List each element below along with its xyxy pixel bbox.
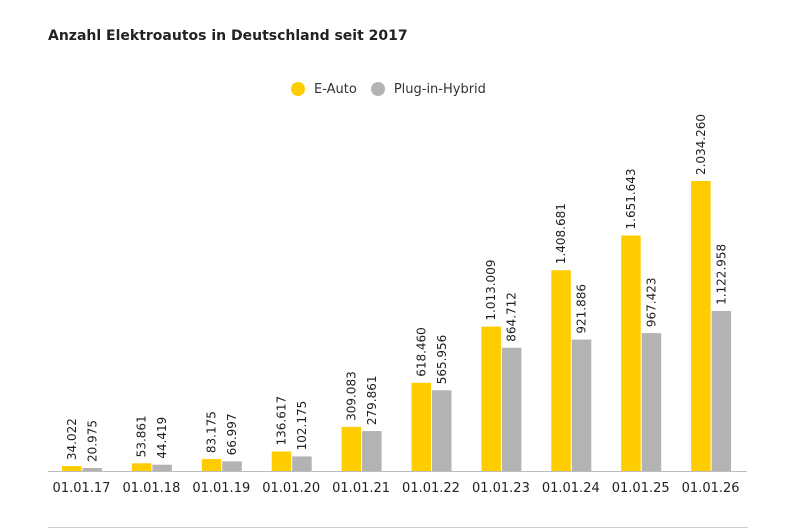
x-tick-label: 01.01.26 (682, 481, 740, 496)
data-label-e-auto: 34.022 (65, 418, 79, 460)
bar-plug-in-hybrid (222, 461, 242, 471)
bar-plug-in-hybrid (432, 390, 452, 471)
data-label-e-auto: 309.083 (344, 371, 358, 421)
bar-plug-in-hybrid (711, 310, 732, 471)
legend-item-plug-in-hybrid: Plug-in-Hybrid (370, 81, 486, 97)
x-tick-label: 01.01.17 (53, 481, 111, 496)
data-label-plug-in-hybrid: 921.886 (575, 284, 589, 334)
bar-e-auto (411, 382, 431, 471)
data-label-e-auto: 136.617 (275, 396, 289, 446)
data-label-plug-in-hybrid: 20.975 (85, 420, 99, 462)
x-tick-label: 01.01.18 (122, 481, 180, 496)
bar-plug-in-hybrid (362, 431, 382, 471)
data-label-plug-in-hybrid: 864.712 (505, 292, 519, 342)
bar-e-auto (201, 459, 222, 471)
x-tick-label: 01.01.21 (332, 481, 390, 496)
bar-e-auto (481, 326, 501, 471)
data-label-plug-in-hybrid: 967.423 (645, 277, 659, 327)
bar-plug-in-hybrid (501, 347, 522, 471)
x-tick-label: 01.01.19 (192, 481, 250, 496)
data-label-e-auto: 618.460 (414, 327, 428, 377)
bar-e-auto (62, 466, 82, 471)
data-label-e-auto: 1.651.643 (624, 168, 638, 229)
x-tick-label: 01.01.22 (402, 481, 460, 496)
data-label-e-auto: 53.861 (135, 415, 149, 457)
legend-swatch-e-auto (291, 82, 305, 96)
data-label-e-auto: 1.013.009 (484, 260, 498, 321)
legend-label-plug-in-hybrid: Plug-in-Hybrid (393, 81, 486, 97)
data-label-plug-in-hybrid: 279.861 (365, 375, 379, 425)
x-tick-label: 01.01.23 (472, 481, 530, 496)
data-label-plug-in-hybrid: 102.175 (295, 401, 309, 451)
bar-e-auto (691, 181, 711, 471)
x-tick-label: 01.01.25 (612, 481, 670, 496)
data-label-plug-in-hybrid: 1.122.958 (714, 244, 728, 305)
data-label-plug-in-hybrid: 66.997 (225, 413, 239, 455)
bar-plug-in-hybrid (152, 464, 172, 471)
chart-title: Anzahl Elektroautos in Deutschland seit … (48, 28, 408, 44)
x-tick-label: 01.01.20 (262, 481, 320, 496)
bar-e-auto (131, 463, 152, 471)
bar-plug-in-hybrid (641, 333, 662, 471)
bar-e-auto (551, 270, 571, 471)
data-label-e-auto: 83.175 (205, 411, 219, 453)
data-label-plug-in-hybrid: 44.419 (155, 417, 169, 459)
bar-plug-in-hybrid (82, 468, 102, 471)
bottom-divider (48, 527, 748, 528)
bar-e-auto (271, 451, 292, 471)
data-label-plug-in-hybrid: 565.956 (435, 335, 449, 385)
data-label-e-auto: 2.034.260 (694, 114, 708, 175)
bar-plug-in-hybrid (292, 456, 312, 471)
data-label-e-auto: 1.408.681 (554, 203, 568, 264)
legend-item-e-auto: E-Auto (291, 82, 357, 97)
bar-e-auto (621, 235, 641, 471)
legend-label-e-auto: E-Auto (314, 81, 357, 97)
bar-e-auto (341, 426, 362, 471)
bar-plug-in-hybrid (571, 339, 592, 471)
legend-swatch-plug-in-hybrid (370, 82, 385, 96)
x-tick-label: 01.01.24 (542, 481, 600, 496)
chart-legend: E-Auto Plug-in-Hybrid (291, 80, 500, 98)
